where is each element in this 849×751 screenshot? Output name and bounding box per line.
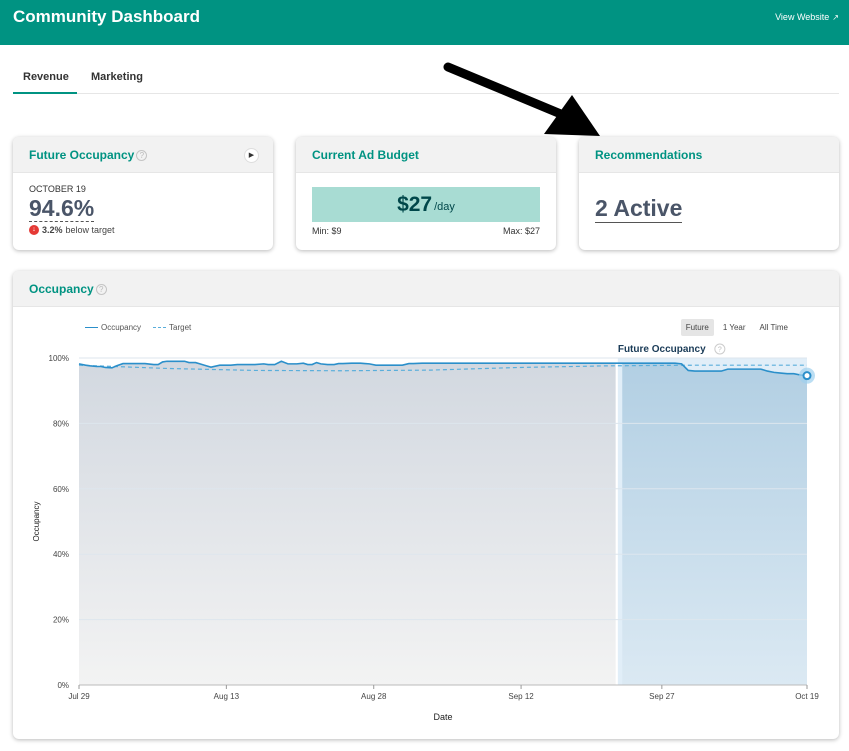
x-tick-label: Sep 12 [508,692,534,701]
occupancy-delta: ↓ 3.2% below target [29,225,115,235]
budget-min: Min: $9 [312,226,342,236]
future-area [622,363,807,685]
card-header: Recommendations [579,137,839,173]
card-header: Current Ad Budget [296,137,556,173]
y-tick-label: 100% [49,354,69,363]
external-link-icon: ↗ [832,12,839,22]
occupancy-chart[interactable]: 0% 20% 40% 60% 80% 100% Jul 29 Aug 13 Aug 28 Sep … [13,307,839,739]
delta-text: below target [65,225,115,235]
top-nav-bar: Community Dashboard View Website ↗ [0,0,849,45]
future-occupancy-card: Future Occupancy? ▶ OCTOBER 19 94.6% ↓ 3… [13,137,273,250]
card-title-recommendations: Recommendations [595,148,703,162]
help-icon [714,343,726,355]
legend-target[interactable]: Target [153,323,191,332]
y-tick-label: 80% [53,419,69,428]
card-header: Future Occupancy? ▶ [13,137,273,173]
help-icon[interactable]: ? [136,150,148,161]
y-tick-label: 20% [53,616,69,625]
budget-value: $27 [397,192,433,216]
recommendations-active-link[interactable]: 2 Active [595,195,683,223]
card-title-ad-budget: Current Ad Budget [312,148,419,162]
tab-revenue[interactable]: Revenue [13,66,77,94]
budget-max: Max: $27 [502,226,540,236]
target-line [78,364,807,372]
occupancy-value[interactable]: 94.6% [29,195,95,222]
current-point [802,371,812,381]
occupancy-line [78,360,808,377]
range-all-time[interactable]: All Time [759,323,788,332]
view-website-link[interactable]: View Website ↗ [775,12,839,22]
card-header: Occupancy? [13,271,839,307]
y-tick-label: 60% [53,485,69,494]
card-title-future-occupancy: Future Occupancy? [29,148,148,162]
future-occupancy-label: Future Occupancy [618,344,706,355]
y-tick-label: 0% [57,681,69,690]
range-selector: Future 1 Year All Time [680,319,793,336]
budget-unit: /day [434,201,455,213]
tab-marketing[interactable]: Marketing [91,71,143,83]
play-icon[interactable]: ▶ [244,148,259,163]
ad-budget-card: Current Ad Budget $27 /day Min: $9 Max: … [296,137,556,250]
occupancy-chart-card: Occupancy? Occupancy Target Future 1 Yea… [13,271,839,739]
x-tick-label: Aug 13 [214,692,240,701]
budget-bar[interactable]: $27 /day [312,187,540,222]
tab-bar: Revenue Marketing [13,66,839,94]
chart-legend: Occupancy Target [85,323,191,332]
range-1-year[interactable]: 1 Year [722,323,746,332]
x-tick-label: Aug 28 [361,692,387,701]
recommendations-card: Recommendations 2 Active [579,137,839,250]
x-tick-label: Jul 29 [68,692,90,701]
help-icon-glyph: ? [718,347,722,354]
x-tick-label: Oct 19 [795,692,819,701]
x-tick-label: Sep 27 [649,692,675,701]
help-icon[interactable]: ? [95,284,107,295]
x-axis-title: Date [433,712,452,722]
dashboard-title: Community Dashboard [13,7,201,26]
range-future[interactable]: Future [680,319,714,336]
legend-occupancy[interactable]: Occupancy [85,323,141,332]
delta-value: 3.2% [42,225,63,235]
y-tick-label: 40% [53,550,69,559]
arrow-annotation [443,62,600,136]
history-area [79,361,616,685]
arrow-down-icon: ↓ [29,225,39,235]
occupancy-date: OCTOBER 19 [29,184,86,194]
y-axis-title: Occupancy [32,501,41,541]
view-website-label: View Website [775,12,830,22]
card-title-occupancy: Occupancy? [29,282,107,296]
